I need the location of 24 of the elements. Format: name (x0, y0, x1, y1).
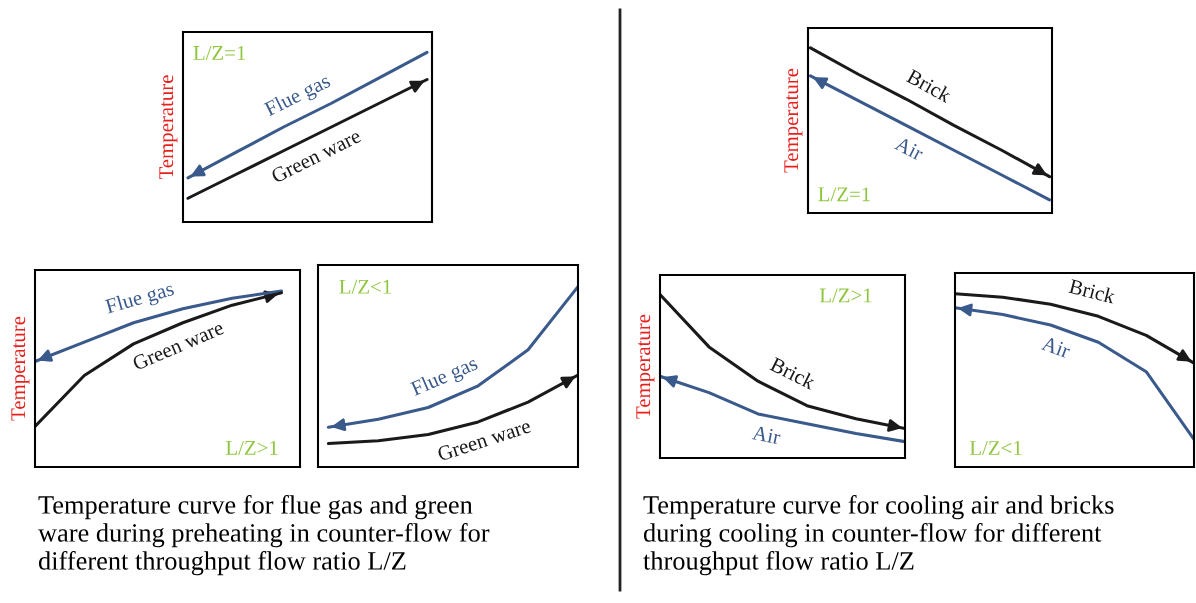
text: Green ware (436, 418, 532, 462)
text: Brick (905, 68, 953, 104)
text: Flue gas (409, 355, 481, 400)
text: Green ware (131, 320, 225, 371)
text: Brick (769, 356, 817, 390)
text: Air (1040, 335, 1072, 359)
annotation: L/Z>1 (226, 440, 278, 455)
y-axis-title: Temperature (784, 68, 803, 173)
text: Green ware (270, 128, 362, 184)
annotation: L/Z=1 (818, 187, 870, 202)
text: Air (751, 425, 782, 445)
y-axis-title: Temperature (159, 75, 178, 180)
annotation: L/Z<1 (339, 279, 391, 294)
text: Temperature curve for flue gas and green ware during preheating in counter-flow for different throughput flow ratio L/Z (38, 495, 490, 576)
text: Air (894, 136, 925, 161)
text: Flue gas (263, 72, 334, 121)
text: Flue gas (104, 280, 176, 318)
annotation: L/Z>1 (819, 288, 872, 303)
y-axis-title: Temperature (636, 314, 655, 419)
annotation: L/Z=1 (193, 46, 246, 60)
annotation: L/Z<1 (969, 441, 1022, 456)
text: Temperature curve for cooling air and bricks during cooling in counter-flow for different throughput flow ratio L/Z (643, 495, 1114, 576)
y-axis-title: Temperature (11, 316, 30, 421)
text: Brick (1068, 278, 1117, 304)
